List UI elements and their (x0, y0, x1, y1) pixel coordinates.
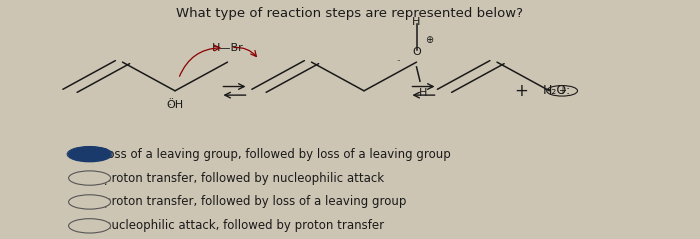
Text: ÖH: ÖH (167, 100, 183, 110)
Text: ..: .. (167, 100, 172, 106)
Text: ⊕: ⊕ (425, 35, 433, 45)
Text: H: H (412, 17, 421, 27)
Text: H₂O:: H₂O: (542, 84, 570, 97)
Text: O: O (412, 47, 421, 57)
Text: proton transfer, followed by loss of a leaving group: proton transfer, followed by loss of a l… (104, 196, 406, 208)
Text: proton transfer, followed by nucleophilic attack: proton transfer, followed by nucleophili… (104, 172, 384, 185)
Circle shape (69, 219, 111, 233)
Text: +: + (558, 86, 566, 96)
Text: ..: .. (397, 55, 401, 62)
Text: loss of a leaving group, followed by loss of a leaving group: loss of a leaving group, followed by los… (104, 148, 450, 161)
Text: +: + (514, 82, 528, 100)
Circle shape (69, 147, 111, 161)
Text: H: H (419, 88, 428, 98)
Circle shape (69, 171, 111, 185)
Text: What type of reaction steps are represented below?: What type of reaction steps are represen… (176, 7, 524, 20)
Circle shape (69, 195, 111, 209)
Text: nucleophilic attack, followed by proton transfer: nucleophilic attack, followed by proton … (104, 219, 384, 232)
Text: H—Br: H—Br (211, 43, 244, 53)
